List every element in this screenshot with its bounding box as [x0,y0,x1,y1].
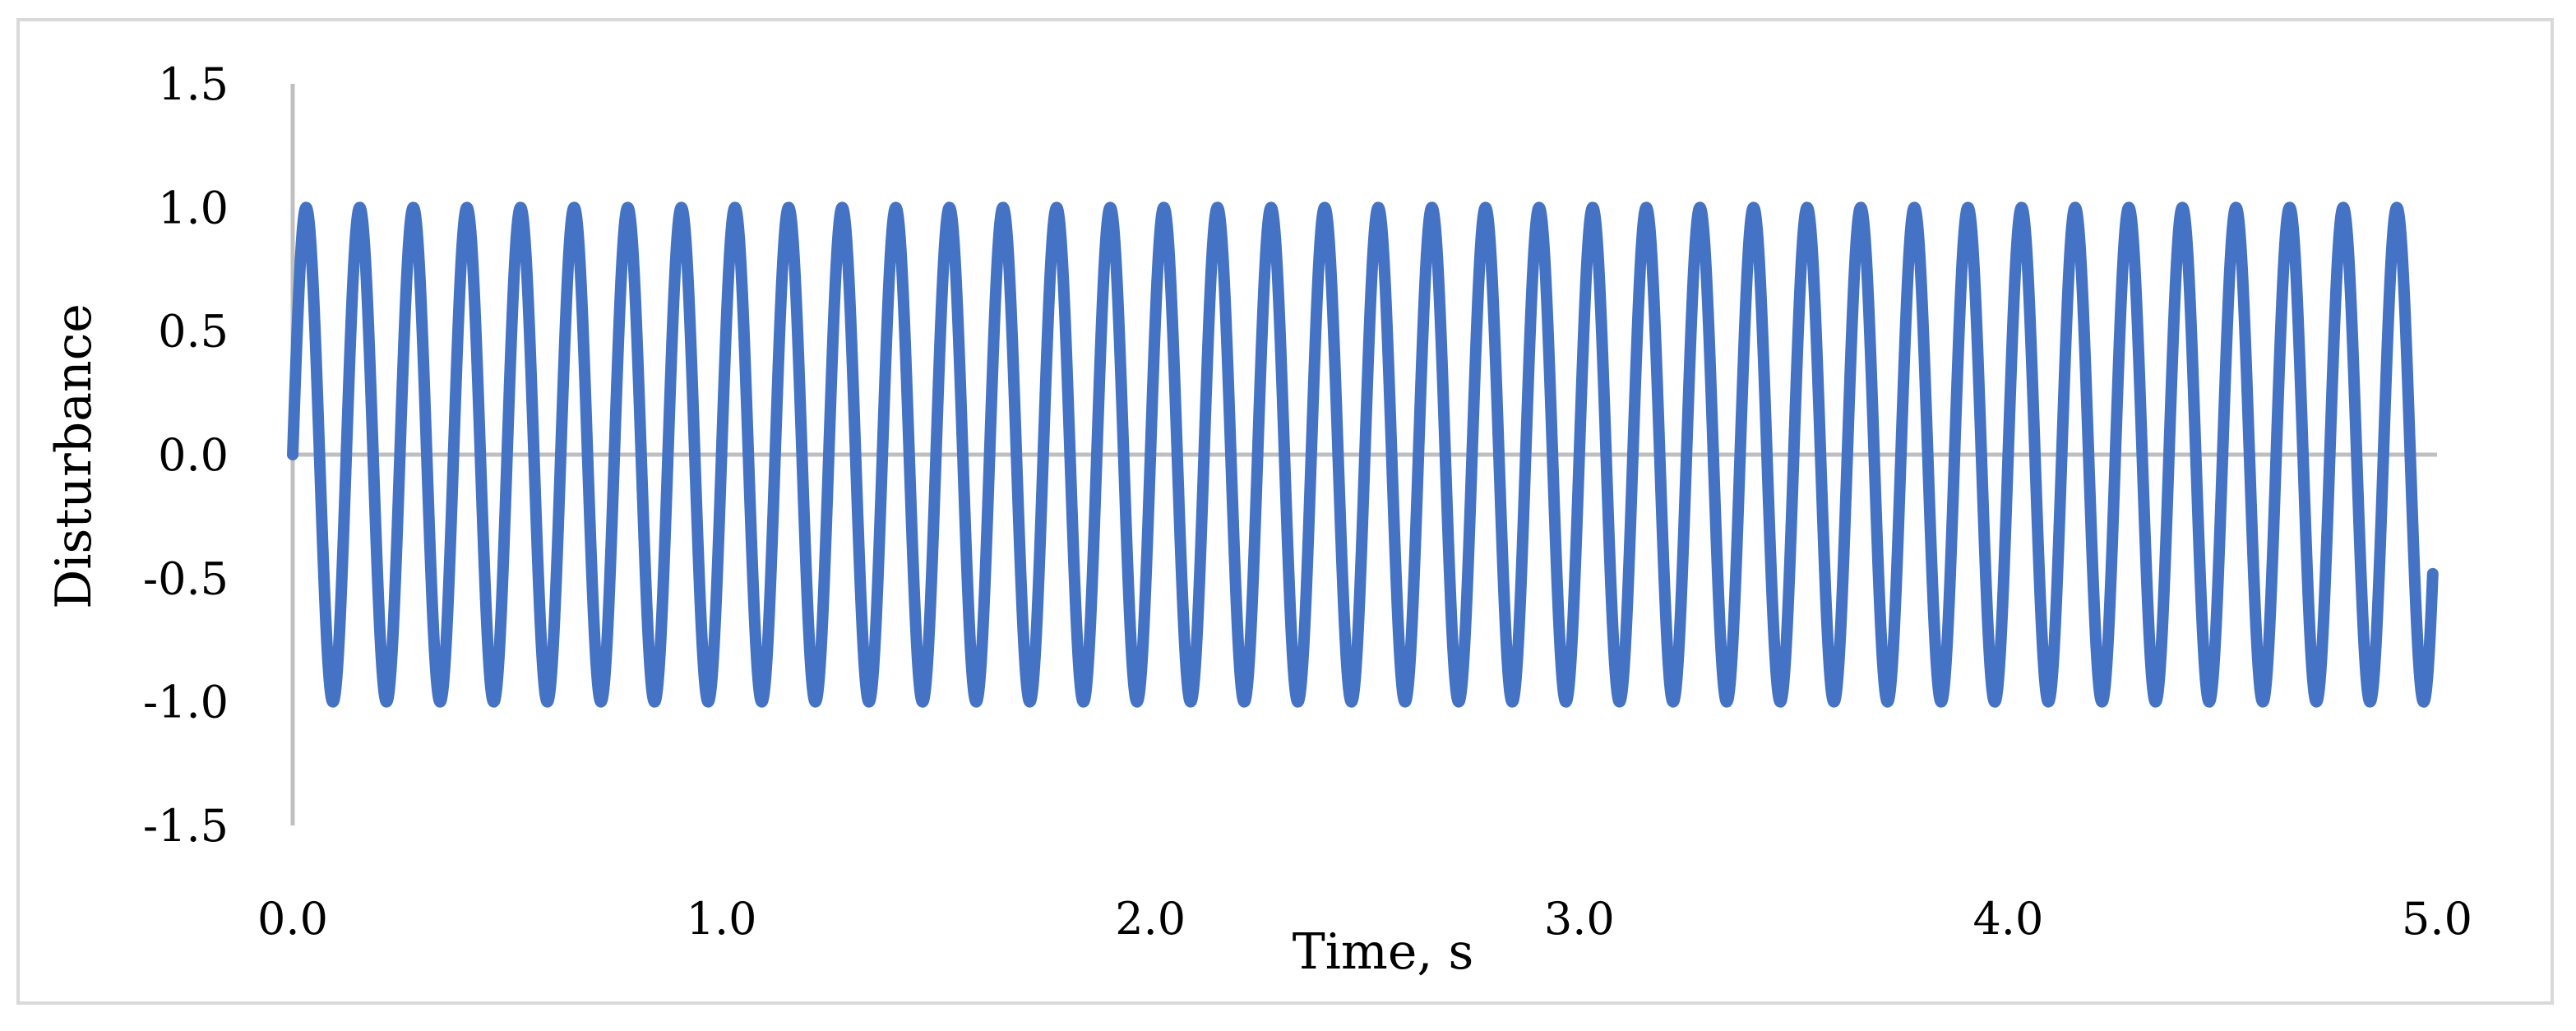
y-tick-label: -1.0 [143,677,229,728]
x-tick-label: 2.0 [1115,893,1186,945]
x-tick-label: 0.0 [257,893,328,945]
x-tick-label: 4.0 [1972,893,2043,945]
series-layer [287,201,2439,708]
y-tick-label: 1.5 [158,58,229,110]
y-tick-label: 1.0 [158,182,229,233]
y-tick-labels: 1.5 1.0 0.5 0.0 -0.5 -1.0 -1.5 [143,58,229,852]
y-tick-label: -1.5 [143,800,229,852]
y-axis-title: Disturbance [45,303,103,608]
x-axis-title: Time, s [1293,923,1474,981]
x-tick-label: 5.0 [2402,893,2472,945]
y-tick-label: -0.5 [143,552,229,604]
x-tick-labels: 0.0 1.0 2.0 3.0 4.0 5.0 [257,893,2472,945]
x-tick-label: 3.0 [1544,893,1615,945]
y-tick-label: 0.0 [158,429,229,481]
y-tick-label: 0.5 [158,306,229,358]
series-line-disturbance [287,201,2439,708]
x-tick-label: 1.0 [687,893,757,945]
